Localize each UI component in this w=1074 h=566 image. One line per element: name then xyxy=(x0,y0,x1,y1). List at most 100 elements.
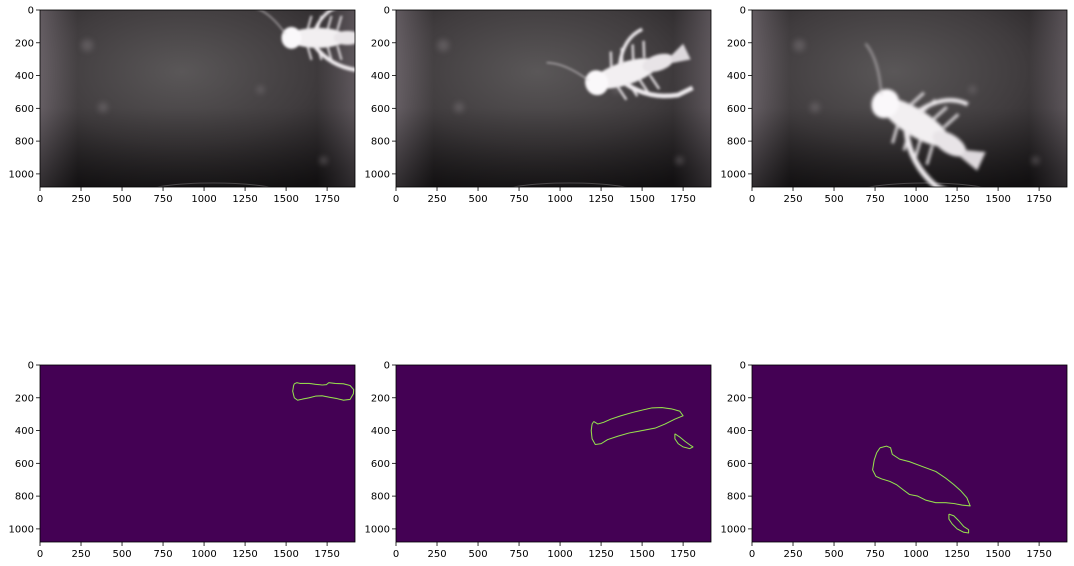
x-tick-label: 1250 xyxy=(588,194,613,205)
x-tick-label: 250 xyxy=(71,549,90,560)
x-tick-label: 0 xyxy=(393,194,399,205)
y-tick-label: 600 xyxy=(727,104,746,115)
panel-top-right: 0 250 500 750 1000 1250 1500 1750 0 200 400 600 800 1… xyxy=(721,6,1068,205)
x-tick-label: 1000 xyxy=(547,194,572,205)
x-tick-label: 0 xyxy=(37,194,43,205)
axes-frame xyxy=(395,364,712,543)
panel-bottom-left: 0 250 500 750 1000 1250 1500 1750 0 200 400 600 800 1… xyxy=(9,361,356,560)
x-tick-label: 1000 xyxy=(547,549,572,560)
contour-map xyxy=(396,365,711,542)
y-tick-label: 800 xyxy=(15,137,34,148)
x-tick-label: 750 xyxy=(866,194,885,205)
x-tick-label: 0 xyxy=(749,194,755,205)
x-tick-label: 1750 xyxy=(670,549,695,560)
x-tick-label: 250 xyxy=(783,549,802,560)
axes-frame xyxy=(751,9,1068,188)
x-tick-label: 1250 xyxy=(588,549,613,560)
y-tick-label: 200 xyxy=(15,393,34,404)
x-tick-label: 1750 xyxy=(314,194,339,205)
y-tick-label: 800 xyxy=(371,492,390,503)
y-tick-label: 800 xyxy=(371,137,390,148)
x-tick-label: 750 xyxy=(866,549,885,560)
crayfish-silhouette xyxy=(259,10,355,72)
crayfish-silhouette xyxy=(546,27,694,101)
x-tick-label: 1750 xyxy=(670,194,695,205)
y-tick-label: 400 xyxy=(15,426,34,437)
y-tick-label: 1000 xyxy=(365,524,390,535)
x-tick-label: 1000 xyxy=(903,549,928,560)
x-tick-label: 500 xyxy=(112,549,131,560)
y-tick-label: 600 xyxy=(15,104,34,115)
x-tick-label: 500 xyxy=(468,549,487,560)
x-tick-label: 0 xyxy=(749,549,755,560)
axes-frame xyxy=(751,364,1068,543)
y-tick-label: 400 xyxy=(727,71,746,82)
y-tick-label: 400 xyxy=(727,426,746,437)
y-tick-label: 200 xyxy=(727,393,746,404)
y-tick-label: 0 xyxy=(28,6,34,17)
y-tick-label: 1000 xyxy=(721,169,746,180)
x-tick-label: 1500 xyxy=(985,194,1010,205)
panel-bottom-middle: 0 250 500 750 1000 1250 1500 1750 0 200 400 600 800 1… xyxy=(365,361,712,560)
y-tick-label: 600 xyxy=(727,459,746,470)
x-tick-label: 750 xyxy=(154,194,173,205)
x-tick-label: 250 xyxy=(783,194,802,205)
x-tick-label: 1500 xyxy=(273,549,298,560)
x-tick-label: 750 xyxy=(510,549,529,560)
y-tick-label: 0 xyxy=(384,6,390,17)
x-tick-label: 1750 xyxy=(1026,549,1051,560)
y-tick-label: 200 xyxy=(371,38,390,49)
y-tick-label: 1000 xyxy=(9,169,34,180)
x-tick-label: 500 xyxy=(112,194,131,205)
x-tick-label: 1500 xyxy=(273,194,298,205)
x-tick-label: 750 xyxy=(154,549,173,560)
axes-ticks: 0 250 500 750 1000 1250 1500 1750 0 200 400 600 800 1… xyxy=(365,6,712,205)
y-tick-label: 600 xyxy=(371,459,390,470)
x-tick-label: 1250 xyxy=(944,194,969,205)
y-tick-label: 1000 xyxy=(721,524,746,535)
contour-map xyxy=(752,365,1067,542)
y-tick-label: 800 xyxy=(727,137,746,148)
x-tick-label: 1250 xyxy=(232,194,257,205)
x-tick-label: 1000 xyxy=(191,549,216,560)
x-tick-label: 1750 xyxy=(314,549,339,560)
y-tick-label: 600 xyxy=(15,459,34,470)
y-tick-label: 0 xyxy=(384,361,390,372)
axes-frame xyxy=(39,364,356,543)
x-tick-label: 1250 xyxy=(944,549,969,560)
axes-frame xyxy=(395,9,712,188)
y-tick-label: 0 xyxy=(740,6,746,17)
y-tick-label: 1000 xyxy=(9,524,34,535)
y-tick-label: 1000 xyxy=(365,169,390,180)
x-tick-label: 500 xyxy=(824,194,843,205)
y-tick-label: 200 xyxy=(15,38,34,49)
axes-ticks: 0 250 500 750 1000 1250 1500 1750 0 200 400 600 800 1… xyxy=(721,6,1068,205)
contour-map xyxy=(40,365,355,542)
x-tick-label: 1500 xyxy=(629,549,654,560)
x-tick-label: 0 xyxy=(393,549,399,560)
axes-ticks: 0 250 500 750 1000 1250 1500 1750 0 200 400 600 800 1… xyxy=(721,361,1068,560)
y-tick-label: 0 xyxy=(740,361,746,372)
x-tick-label: 750 xyxy=(510,194,529,205)
panel-top-left: 0 250 500 750 1000 1250 1500 1750 0 200 400 600 800 1… xyxy=(9,6,356,205)
y-tick-label: 200 xyxy=(371,393,390,404)
x-tick-label: 1000 xyxy=(903,194,928,205)
x-tick-label: 1000 xyxy=(191,194,216,205)
x-tick-label: 250 xyxy=(427,194,446,205)
x-tick-label: 1750 xyxy=(1026,194,1051,205)
y-tick-label: 800 xyxy=(727,492,746,503)
y-tick-label: 600 xyxy=(371,104,390,115)
x-tick-label: 1500 xyxy=(985,549,1010,560)
axes-ticks: 0 250 500 750 1000 1250 1500 1750 0 200 400 600 800 1… xyxy=(9,6,356,205)
crayfish-silhouette xyxy=(865,43,986,187)
axes-ticks: 0 250 500 750 1000 1250 1500 1750 0 200 400 600 800 1… xyxy=(9,361,356,560)
x-tick-label: 500 xyxy=(824,549,843,560)
y-tick-label: 400 xyxy=(371,71,390,82)
y-tick-label: 400 xyxy=(371,426,390,437)
x-tick-label: 1500 xyxy=(629,194,654,205)
x-tick-label: 250 xyxy=(71,194,90,205)
y-tick-label: 800 xyxy=(15,492,34,503)
x-tick-label: 0 xyxy=(37,549,43,560)
y-tick-label: 400 xyxy=(15,71,34,82)
